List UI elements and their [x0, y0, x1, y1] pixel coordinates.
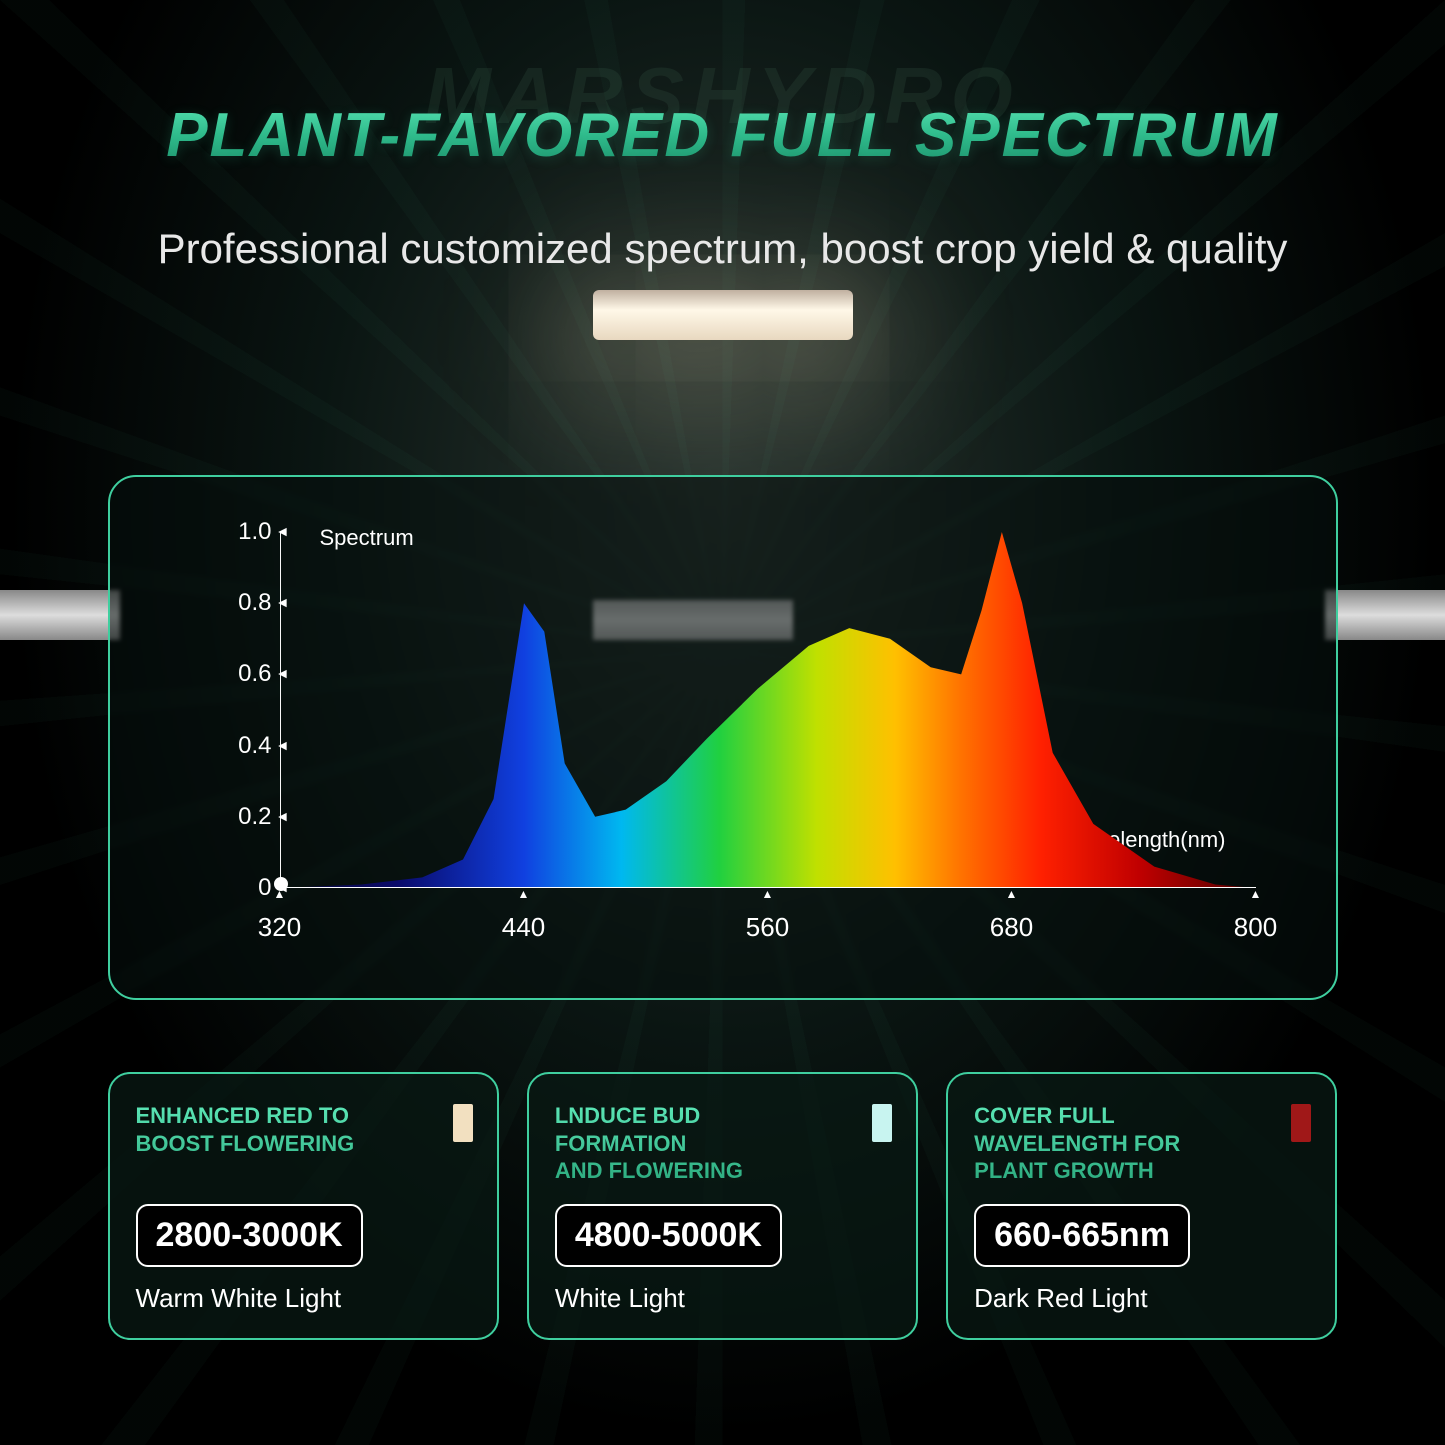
card-title: LNDUCE BUDFORMATIONAND FLOWERING: [555, 1102, 890, 1186]
y-tick-label: 0.6: [232, 660, 272, 688]
spectrum-chart-area: Spectrum Wavelength(nm) 0◄0.2◄0.4◄0.6◄0.…: [190, 507, 1286, 943]
card-white: LNDUCE BUDFORMATIONAND FLOWERING 4800-50…: [527, 1072, 918, 1340]
card-value: 4800-5000K: [555, 1204, 782, 1267]
x-tick-label: 320: [258, 912, 301, 943]
y-tick-mark: ◄: [276, 594, 290, 610]
card-sub: Dark Red Light: [974, 1283, 1309, 1314]
page-subhead: Professional customized spectrum, boost …: [0, 225, 1445, 273]
x-tick-mark: ▲: [1250, 887, 1262, 901]
grow-light-bar: [593, 290, 853, 340]
card-sub: White Light: [555, 1283, 890, 1314]
card-title: ENHANCED RED TOBOOST FLOWERING: [136, 1102, 471, 1186]
spectrum-plot: [280, 532, 1256, 888]
x-tick-mark: ▲: [762, 887, 774, 901]
card-warm-white: ENHANCED RED TOBOOST FLOWERING 2800-3000…: [108, 1072, 499, 1340]
y-tick-mark: ◄: [276, 737, 290, 753]
card-value: 660-665nm: [974, 1204, 1190, 1267]
side-light-left: [0, 590, 120, 640]
spectrum-svg: [280, 532, 1256, 888]
x-tick-mark: ▲: [1006, 887, 1018, 901]
swatch-white: [872, 1104, 892, 1142]
y-tick-label: 0: [232, 874, 272, 902]
x-tick-label: 440: [502, 912, 545, 943]
x-tick-label: 800: [1234, 912, 1277, 943]
y-tick-label: 1.0: [232, 518, 272, 546]
card-sub: Warm White Light: [136, 1283, 471, 1314]
y-tick-label: 0.8: [232, 589, 272, 617]
card-title: COVER FULLWAVELENGTH FORPLANT GROWTH: [974, 1102, 1309, 1186]
cards-row: ENHANCED RED TOBOOST FLOWERING 2800-3000…: [108, 1072, 1338, 1340]
spectrum-chart-panel: Spectrum Wavelength(nm) 0◄0.2◄0.4◄0.6◄0.…: [108, 475, 1338, 1000]
x-tick-mark: ▲: [274, 887, 286, 901]
y-tick-mark: ◄: [276, 523, 290, 539]
y-tick-mark: ◄: [276, 808, 290, 824]
y-tick-label: 0.2: [232, 803, 272, 831]
x-tick-mark: ▲: [518, 887, 530, 901]
page-headline: PLANT-FAVORED FULL SPECTRUM: [0, 100, 1445, 171]
swatch-dark-red: [1291, 1104, 1311, 1142]
y-tick-mark: ◄: [276, 665, 290, 681]
side-light-right: [1325, 590, 1445, 640]
x-tick-label: 560: [746, 912, 789, 943]
x-tick-label: 680: [990, 912, 1033, 943]
card-dark-red: COVER FULLWAVELENGTH FORPLANT GROWTH 660…: [946, 1072, 1337, 1340]
card-value: 2800-3000K: [136, 1204, 363, 1267]
swatch-warm-white: [453, 1104, 473, 1142]
y-tick-label: 0.4: [232, 732, 272, 760]
